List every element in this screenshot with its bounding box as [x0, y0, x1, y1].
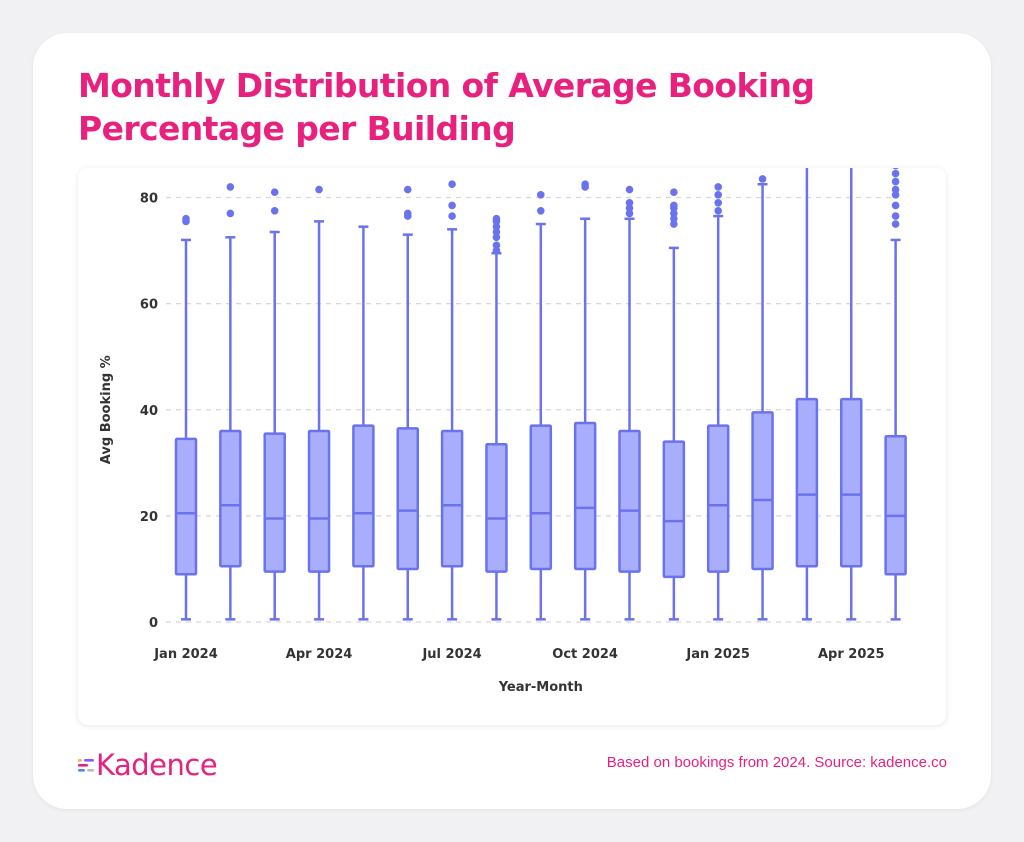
iqr-box [529, 424, 553, 571]
outlier-point [891, 177, 900, 186]
box-2025-02 [751, 175, 774, 621]
box-2024-11 [618, 185, 641, 621]
outlier-point [492, 246, 501, 255]
outlier-point [315, 185, 323, 194]
outlier-point [758, 175, 767, 183]
outlier-point [625, 199, 634, 207]
iqr-box [352, 424, 375, 568]
box-2024-03 [263, 188, 286, 621]
x-axis-label: Year-Month [498, 680, 583, 695]
box-2024-09 [529, 191, 553, 621]
outlier-point [492, 214, 501, 223]
box-2025-03 [795, 168, 819, 621]
box-2024-04 [307, 185, 331, 621]
box-2024-05 [352, 225, 375, 621]
outlier-point [670, 214, 678, 223]
outlier-point [492, 233, 501, 242]
iqr-box [573, 421, 597, 571]
x-tick-label: Oct 2024 [552, 647, 618, 662]
box-2024-12 [662, 188, 686, 621]
iqr-box [618, 429, 641, 573]
box-2025-01 [706, 183, 730, 621]
x-tick-label: Jan 2025 [685, 647, 750, 662]
iqr-box [440, 429, 464, 568]
outlier-point [891, 212, 900, 220]
outlier-point [891, 201, 900, 210]
iqr-box [219, 429, 242, 568]
outlier-point [891, 220, 900, 228]
outlier-point [270, 206, 279, 215]
y-tick-label: 0 [149, 616, 158, 631]
outlier-point [892, 168, 899, 170]
box-2024-07 [440, 180, 464, 621]
outlier-point [403, 209, 412, 218]
outlier-point [182, 214, 190, 223]
box-2025-04 [840, 168, 863, 621]
iqr-box [307, 429, 331, 573]
box-2024-10 [573, 180, 597, 621]
logo-wordmark: Kadence [96, 748, 218, 782]
outlier-point [625, 185, 634, 194]
x-tick-label: Apr 2024 [286, 647, 353, 662]
y-tick-label: 40 [140, 404, 158, 419]
source-footnote: Based on bookings from 2024. Source: kad… [606, 754, 947, 771]
box-2025-05 [884, 168, 907, 621]
box-2024-08 [485, 214, 508, 621]
box-2024-01 [174, 214, 198, 621]
brand-logo[interactable]: Kadence [78, 745, 218, 785]
box-2024-06 [396, 185, 419, 621]
outlier-point [891, 191, 900, 199]
x-tick-label: Apr 2025 [818, 647, 885, 662]
outlier-point [625, 204, 634, 212]
iqr-box [174, 437, 198, 576]
iqr-box [840, 397, 863, 568]
boxplot-chart: 0 20 40 60 80 Avg Booking % Jan 2024 Apr 2024 Ju… [99, 168, 907, 695]
iqr-box [706, 424, 730, 573]
outlier-point [714, 206, 722, 215]
box-2024-02 [219, 183, 242, 621]
outlier-point [537, 206, 545, 215]
iqr-box [884, 435, 907, 576]
outlier-point [670, 201, 678, 210]
outlier-point [492, 241, 501, 250]
y-tick-label: 80 [140, 192, 158, 207]
y-tick-label: 20 [140, 510, 158, 525]
outlier-point [492, 222, 501, 231]
outlier-point [226, 183, 235, 191]
y-axis-label: Avg Booking % [99, 355, 114, 464]
outlier-point [448, 180, 456, 189]
outlier-point [714, 199, 722, 207]
logo-stripes-icon [78, 759, 94, 772]
iqr-box [263, 432, 286, 573]
iqr-box [662, 440, 686, 579]
outlier-point [448, 212, 456, 220]
y-tick-label: 60 [140, 298, 158, 313]
chart-title: Monthly Distribution of Average Booking … [78, 66, 815, 148]
iqr-box [396, 427, 419, 571]
outlier-point [492, 228, 501, 236]
outlier-point [670, 209, 678, 218]
iqr-box [485, 442, 508, 573]
outlier-point [625, 209, 634, 218]
outlier-point [891, 169, 900, 178]
x-tick-label: Jan 2024 [153, 647, 218, 662]
outlier-point [581, 180, 589, 189]
outlier-point [670, 188, 678, 196]
outlier-point [403, 185, 412, 194]
chart-panel: 0 20 40 60 80 Avg Booking % Jan 2024 Apr 2024 Ju… [78, 168, 946, 725]
x-tick-label: Jul 2024 [421, 647, 481, 662]
outlier-point [537, 191, 545, 199]
iqr-box [795, 397, 819, 568]
outlier-point [714, 191, 722, 199]
iqr-box [751, 411, 774, 571]
outlier-point [448, 201, 456, 210]
outlier-point [670, 220, 678, 228]
outlier-point [270, 188, 279, 196]
outlier-point [714, 183, 722, 191]
outlier-point [891, 185, 900, 194]
outlier-point [226, 209, 235, 218]
